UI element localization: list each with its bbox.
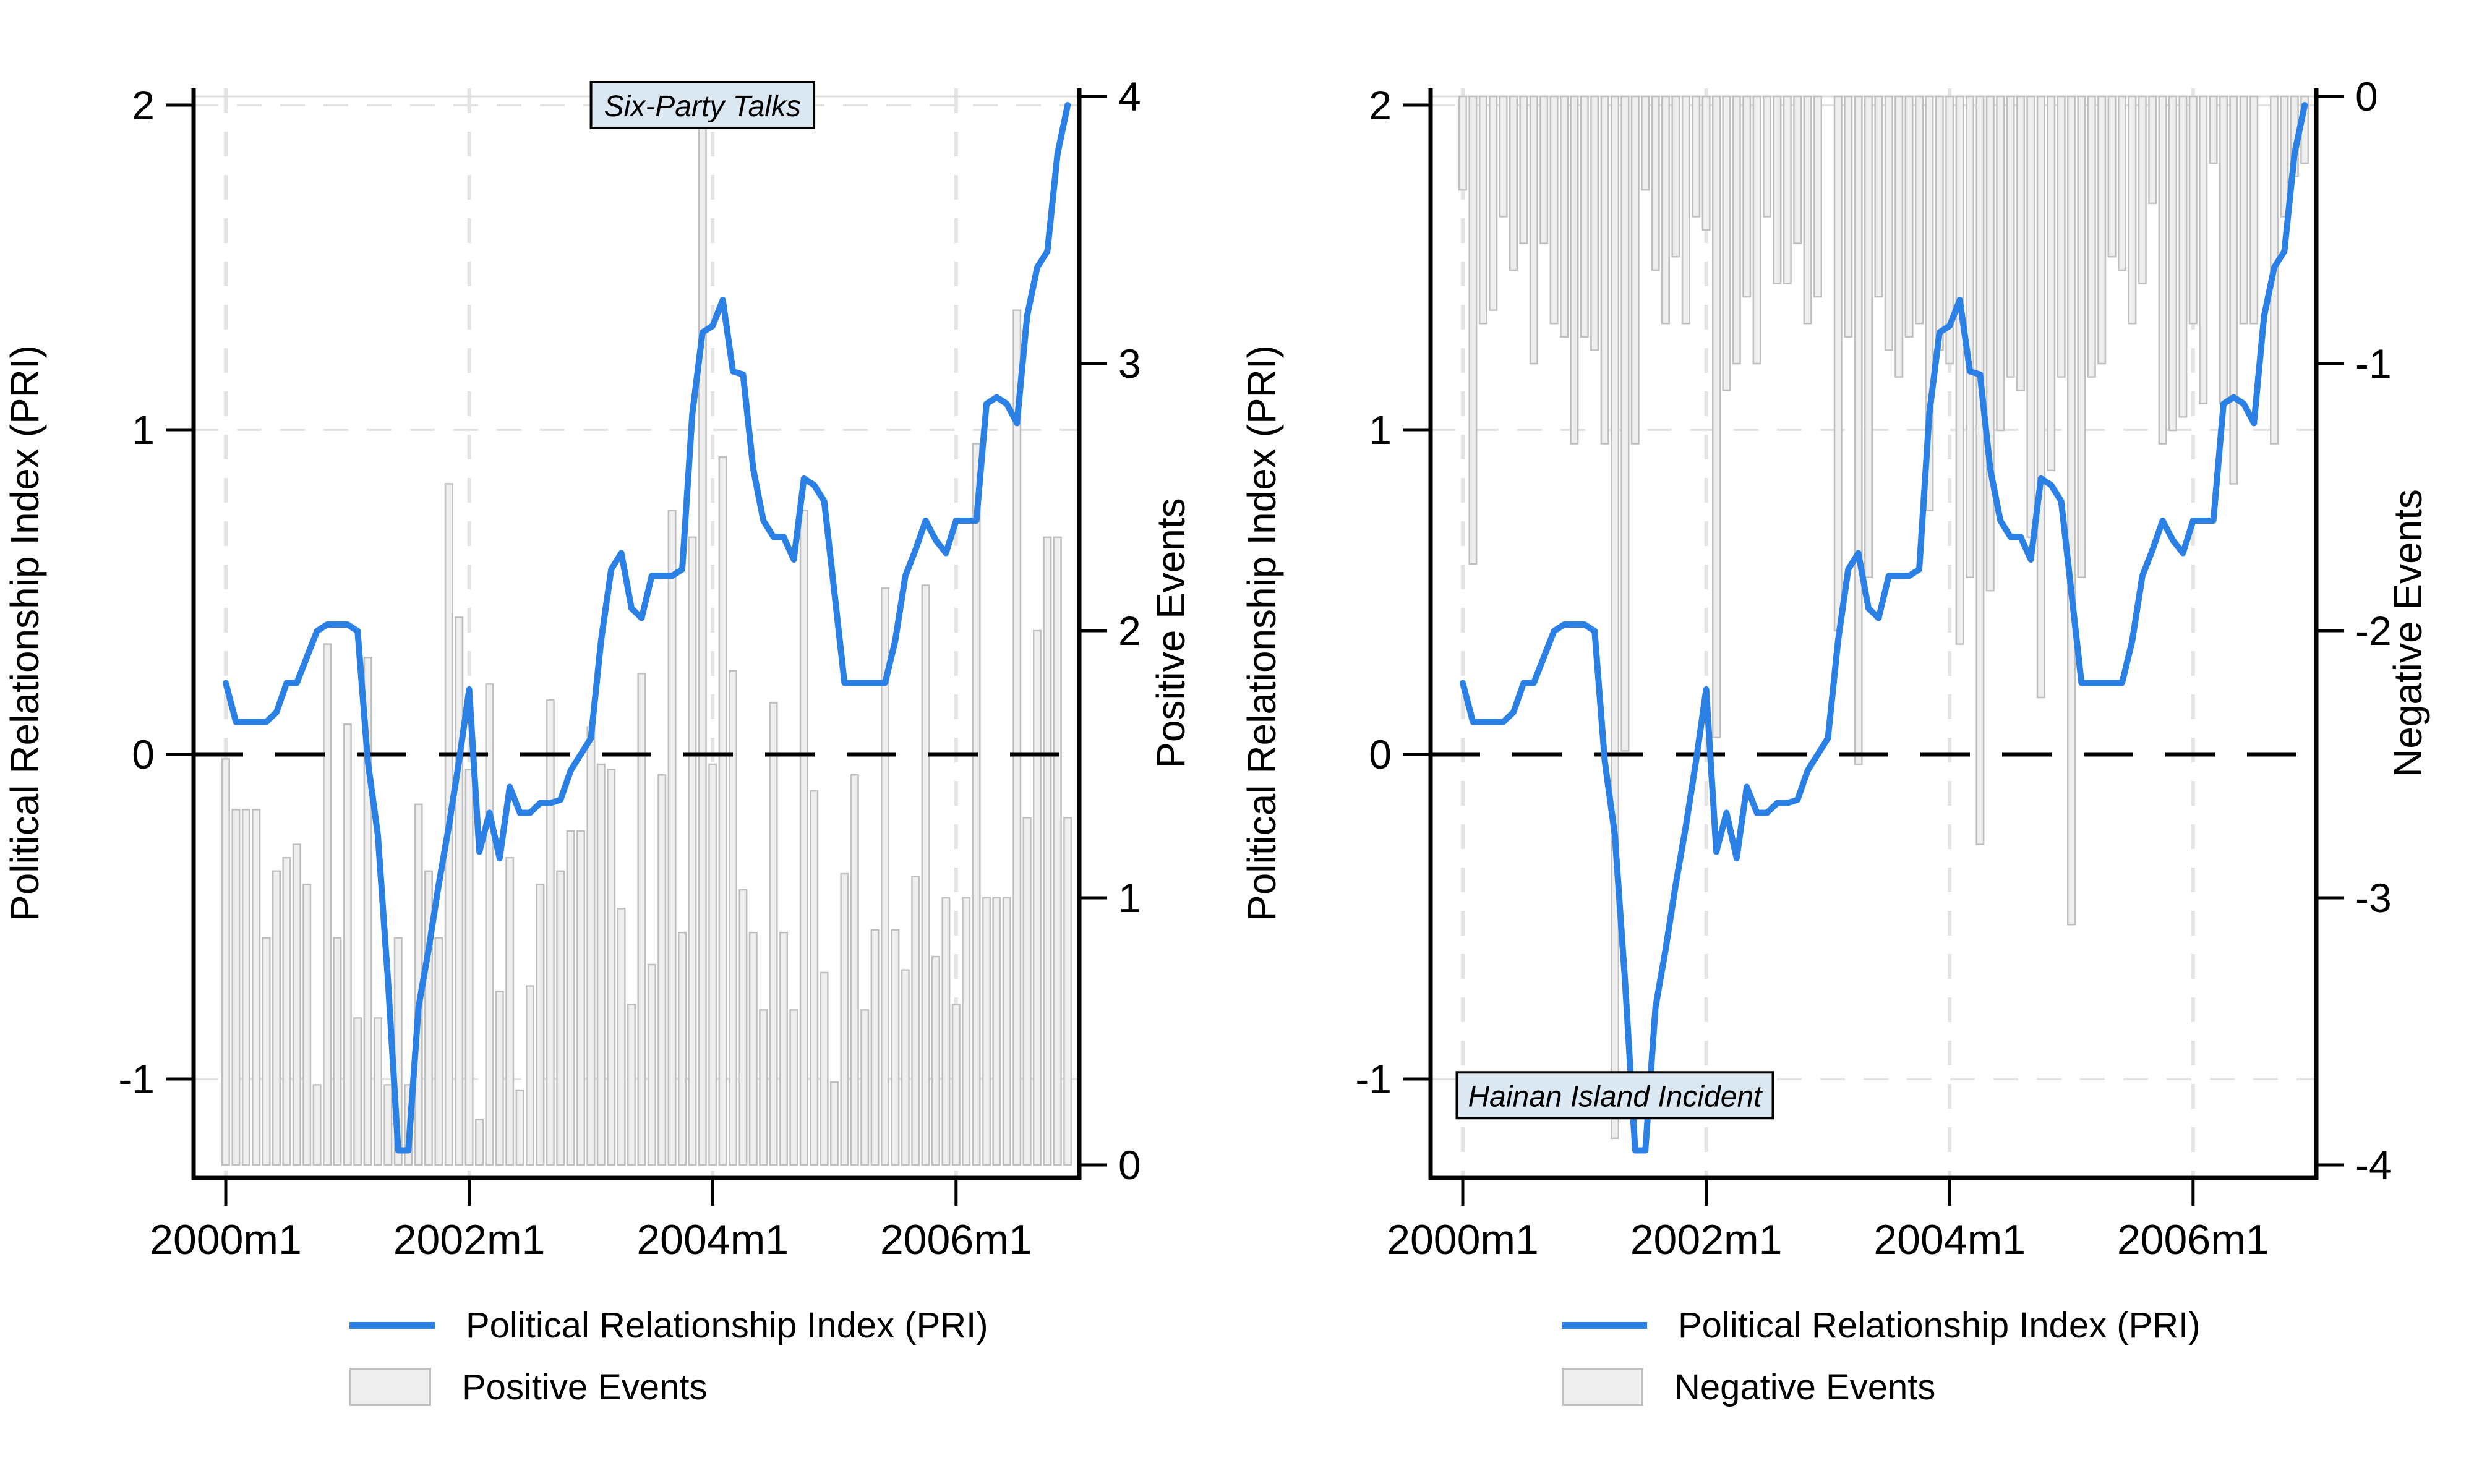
annotation: Hainan Island Incident xyxy=(1455,1071,1774,1120)
svg-text:2000m1: 2000m1 xyxy=(1387,1216,1539,1263)
axes: -1 0 1 2 0 1 2 3 4 2000m1 2002m1 2004m1 2006m1 xyxy=(118,74,1141,1263)
svg-text:1: 1 xyxy=(1118,875,1141,921)
svg-text:3: 3 xyxy=(1118,341,1141,386)
svg-text:2002m1: 2002m1 xyxy=(1630,1216,1783,1263)
pri-line xyxy=(223,102,1071,1154)
legend-item-pri-left: Political Relationship Index (PRI) xyxy=(349,1297,988,1353)
right-chart-negative-events: -1 0 1 2 0 -1 -2 -3 -4 2000m1 2002m1 2004m1 2006m1 Ha… xyxy=(1239,74,2430,1263)
legend-item-negative-events: Negative Events xyxy=(1562,1359,1935,1415)
negative-events-swatch xyxy=(1562,1368,1643,1406)
svg-text:-2: -2 xyxy=(2355,608,2392,654)
svg-text:2: 2 xyxy=(1369,82,1392,128)
svg-text:0: 0 xyxy=(2355,74,2378,119)
pri-line-swatch xyxy=(349,1321,435,1329)
svg-text:1: 1 xyxy=(132,407,155,453)
left-chart-positive-events: -1 0 1 2 0 1 2 3 4 2000m1 2002m1 2004m1 2006m1 Six-Pa… xyxy=(2,74,1193,1263)
y-axis-title-right: Negative Events xyxy=(2386,489,2430,777)
svg-text:-1: -1 xyxy=(1355,1056,1392,1102)
svg-text:-1: -1 xyxy=(118,1056,155,1102)
legend-item-pri-right: Political Relationship Index (PRI) xyxy=(1562,1297,2201,1353)
positive-events-swatch xyxy=(349,1368,431,1406)
svg-text:2: 2 xyxy=(132,82,155,128)
svg-text:2004m1: 2004m1 xyxy=(1873,1216,2026,1263)
svg-text:-3: -3 xyxy=(2355,875,2392,921)
svg-text:2: 2 xyxy=(1118,608,1141,654)
legend-label: Positive Events xyxy=(462,1367,708,1407)
svg-text:0: 0 xyxy=(132,731,155,777)
pri-line xyxy=(1460,102,2308,1154)
svg-text:4: 4 xyxy=(1118,74,1141,119)
y-axis-title-left: Political Relationship Index (PRI) xyxy=(2,345,47,921)
y-axis-title-left: Political Relationship Index (PRI) xyxy=(1239,345,1284,921)
legend-label: Political Relationship Index (PRI) xyxy=(1678,1305,2201,1345)
legend-item-positive-events: Positive Events xyxy=(349,1359,708,1415)
axes: -1 0 1 2 0 -1 -2 -3 -4 2000m1 2002m1 2004m1 2006m1 xyxy=(1355,74,2391,1263)
svg-text:2006m1: 2006m1 xyxy=(880,1216,1032,1263)
annotation: Six-Party Talks xyxy=(589,81,816,129)
svg-text:1: 1 xyxy=(1369,407,1392,453)
svg-text:2004m1: 2004m1 xyxy=(636,1216,789,1263)
svg-text:2006m1: 2006m1 xyxy=(2117,1216,2269,1263)
positive-events-bars xyxy=(221,109,1072,1166)
svg-text:0: 0 xyxy=(1118,1142,1141,1188)
svg-text:2000m1: 2000m1 xyxy=(150,1216,302,1263)
pri-line-swatch xyxy=(1562,1321,1647,1329)
svg-text:-4: -4 xyxy=(2355,1142,2392,1188)
svg-text:2002m1: 2002m1 xyxy=(393,1216,546,1263)
svg-text:0: 0 xyxy=(1369,731,1392,777)
svg-text:Hainan Island Incident: Hainan Island Incident xyxy=(1468,1080,1763,1113)
legend-label: Political Relationship Index (PRI) xyxy=(466,1305,988,1345)
svg-text:-1: -1 xyxy=(2355,341,2392,386)
negative-events-bars xyxy=(1458,95,2309,1140)
legend-label: Negative Events xyxy=(1674,1367,1936,1407)
y-axis-title-right: Positive Events xyxy=(1149,498,1193,769)
svg-text:Six-Party Talks: Six-Party Talks xyxy=(604,90,801,123)
